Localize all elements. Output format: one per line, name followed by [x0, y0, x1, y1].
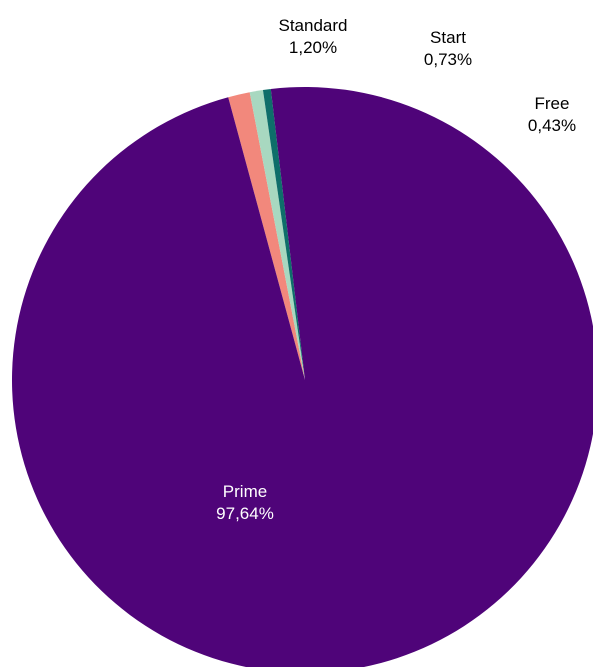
pie-label-prime: Prime 97,64%	[216, 482, 274, 523]
pie-label-percent: 1,20%	[289, 38, 337, 57]
pie-slice-standard	[228, 92, 305, 380]
pie-label-percent: 97,64%	[216, 504, 274, 523]
pie-label-standard: Standard 1,20%	[279, 16, 348, 57]
pie-slice-prime	[12, 87, 593, 667]
pie-label-free: Free 0,43%	[528, 94, 576, 135]
pie-labels: Standard 1,20% Start 0,73% Free 0,43% Prime 97,…	[216, 16, 576, 523]
pie-slice-free	[262, 89, 305, 380]
pie-slices	[12, 87, 593, 667]
pie-label-category: Start	[430, 28, 466, 47]
pie-label-percent: 0,73%	[424, 50, 472, 69]
pie-label-percent: 0,43%	[528, 116, 576, 135]
pie-label-category: Prime	[223, 482, 267, 501]
pie-label-start: Start 0,73%	[424, 28, 472, 69]
pie-label-category: Standard	[279, 16, 348, 35]
pie-slice-start	[249, 90, 305, 380]
pie-label-category: Free	[535, 94, 570, 113]
